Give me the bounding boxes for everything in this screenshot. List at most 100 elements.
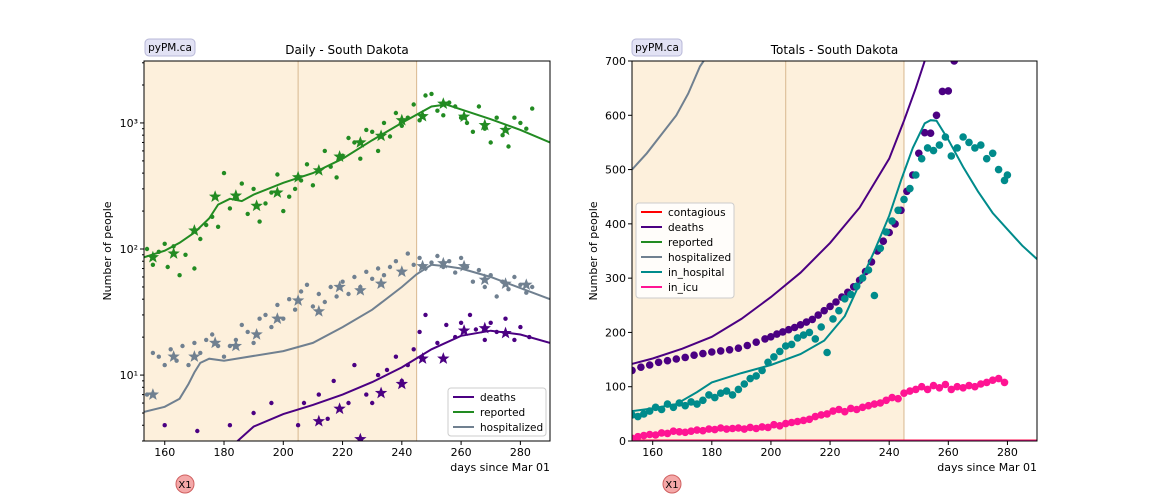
data-point — [876, 399, 885, 407]
data-point — [675, 399, 684, 407]
data-point — [965, 138, 973, 147]
data-point — [758, 366, 766, 375]
data-point — [953, 144, 961, 152]
source-badge-box — [631, 38, 683, 57]
data-point — [947, 385, 956, 394]
weekly-star-point — [167, 350, 180, 362]
data-point — [982, 378, 991, 387]
weekly-star-point — [354, 283, 367, 296]
data-point — [195, 428, 200, 434]
x1-marker: X1 — [662, 474, 682, 494]
data-point — [728, 424, 737, 433]
data-point — [705, 425, 713, 433]
x-tick-label: 200 — [273, 446, 294, 459]
weekly-star-point — [457, 324, 471, 336]
data-point — [444, 322, 449, 328]
data-point — [524, 290, 529, 295]
data-point — [752, 372, 760, 380]
data-point — [965, 381, 973, 390]
data-point — [746, 423, 754, 432]
data-point — [900, 389, 908, 398]
data-point — [793, 417, 802, 426]
data-point — [144, 246, 150, 252]
x1-marker-circle — [175, 474, 195, 494]
data-point — [530, 106, 535, 111]
series-deaths — [162, 312, 550, 441]
data-point — [503, 316, 508, 321]
data-point — [251, 410, 256, 416]
data-point — [399, 123, 404, 128]
shaded-period-band — [144, 61, 299, 441]
data-point — [405, 251, 410, 256]
data-point — [764, 358, 772, 367]
data-point — [799, 331, 808, 339]
data-point — [790, 323, 799, 332]
weekly-star-point — [395, 377, 409, 390]
data-point — [186, 362, 191, 368]
data-point — [458, 255, 464, 261]
y-axis-label: Number of people — [587, 201, 600, 300]
data-point — [429, 260, 434, 265]
weekly-star-point — [354, 432, 367, 441]
x-tick-label: 160 — [154, 446, 175, 459]
data-point — [316, 291, 321, 297]
data-point — [435, 253, 440, 259]
data-point — [681, 353, 689, 362]
data-point — [817, 411, 825, 419]
data-point — [375, 148, 381, 154]
data-point — [826, 302, 834, 311]
data-point — [988, 376, 997, 385]
data-point — [693, 400, 701, 408]
series-in_hospital-model-line — [632, 119, 1037, 413]
data-point — [977, 380, 985, 388]
legend-label: deaths — [668, 222, 704, 234]
y-tick-label: 10³ — [120, 117, 138, 130]
data-point — [858, 403, 867, 412]
data-point — [524, 126, 529, 131]
data-point — [971, 382, 979, 391]
data-point — [758, 423, 766, 431]
data-point — [632, 366, 636, 375]
data-point — [912, 171, 920, 179]
weekly-star-point — [416, 109, 429, 122]
data-point — [221, 170, 227, 176]
data-point — [304, 282, 310, 287]
x-tick-label: 260 — [938, 446, 959, 459]
data-point — [982, 154, 991, 163]
y-tick-label: 200 — [605, 326, 626, 339]
data-point — [358, 156, 363, 161]
data-point — [917, 154, 926, 163]
weekly-star-point — [291, 170, 305, 183]
data-point — [215, 224, 221, 229]
data-point — [1000, 378, 1009, 387]
data-point — [847, 290, 855, 299]
data-point — [162, 423, 167, 428]
data-point — [251, 340, 256, 346]
data-point — [269, 324, 274, 330]
weekly-star-point — [333, 150, 346, 162]
data-point — [923, 144, 932, 152]
data-point — [864, 401, 873, 410]
x-axis-label: days since Mar 01 — [937, 461, 1037, 474]
data-point — [245, 211, 250, 217]
data-point — [295, 423, 301, 428]
data-point — [858, 274, 867, 282]
data-point — [926, 129, 935, 137]
data-point — [944, 87, 953, 95]
x-tick-label: 220 — [820, 446, 841, 459]
data-point — [776, 422, 784, 430]
data-point — [779, 328, 787, 336]
weekly-star-point — [374, 277, 388, 290]
shaded-period-band — [298, 61, 417, 441]
legend-label: hospitalized — [480, 422, 543, 434]
data-point — [210, 332, 215, 337]
data-point — [932, 111, 941, 120]
data-point — [796, 321, 805, 329]
weekly-star-point — [437, 97, 450, 109]
y-tick-label: 500 — [605, 164, 626, 177]
x-tick-label: 260 — [451, 446, 472, 459]
series-hospitalized — [632, 61, 705, 171]
data-point — [634, 412, 642, 421]
data-point — [304, 162, 310, 167]
data-point — [776, 347, 784, 356]
